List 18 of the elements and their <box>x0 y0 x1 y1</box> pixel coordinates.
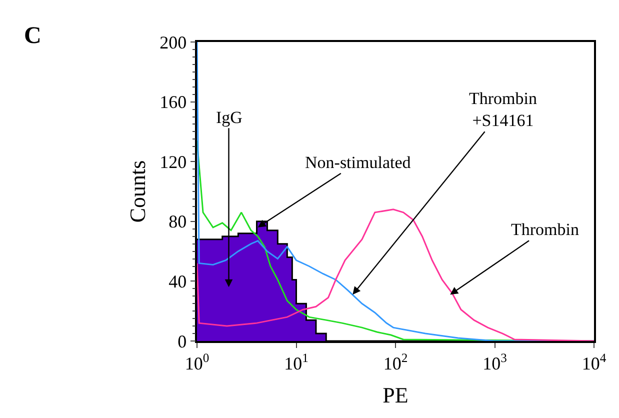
y-tick-label: 200 <box>160 32 187 52</box>
x-axis-title: PE <box>382 382 408 408</box>
annotation: Non-stimulated <box>305 153 412 172</box>
x-tick-label: 10$^{4}$ <box>582 350 607 374</box>
x-tick-label: 10$^{1}$ <box>284 350 308 374</box>
y-axis-title: Counts <box>124 160 150 223</box>
y-tick-label: 40 <box>168 272 187 292</box>
text: C <box>24 23 42 49</box>
x-tick-label: 10$^{0}$ <box>184 350 210 374</box>
annotation: IgG <box>216 108 242 127</box>
annotation: Thrombin +S14161 <box>469 89 538 130</box>
annotation: Thrombin <box>511 220 580 239</box>
y-tick-label: 160 <box>160 92 187 112</box>
y-tick-label: 120 <box>160 152 187 172</box>
y-tick-label: 0 <box>178 331 187 352</box>
x-tick-label: 10$^{2}$ <box>383 350 408 374</box>
y-tick-label: 80 <box>168 212 187 232</box>
x-tick-label: 10$^{3}$ <box>482 350 507 374</box>
